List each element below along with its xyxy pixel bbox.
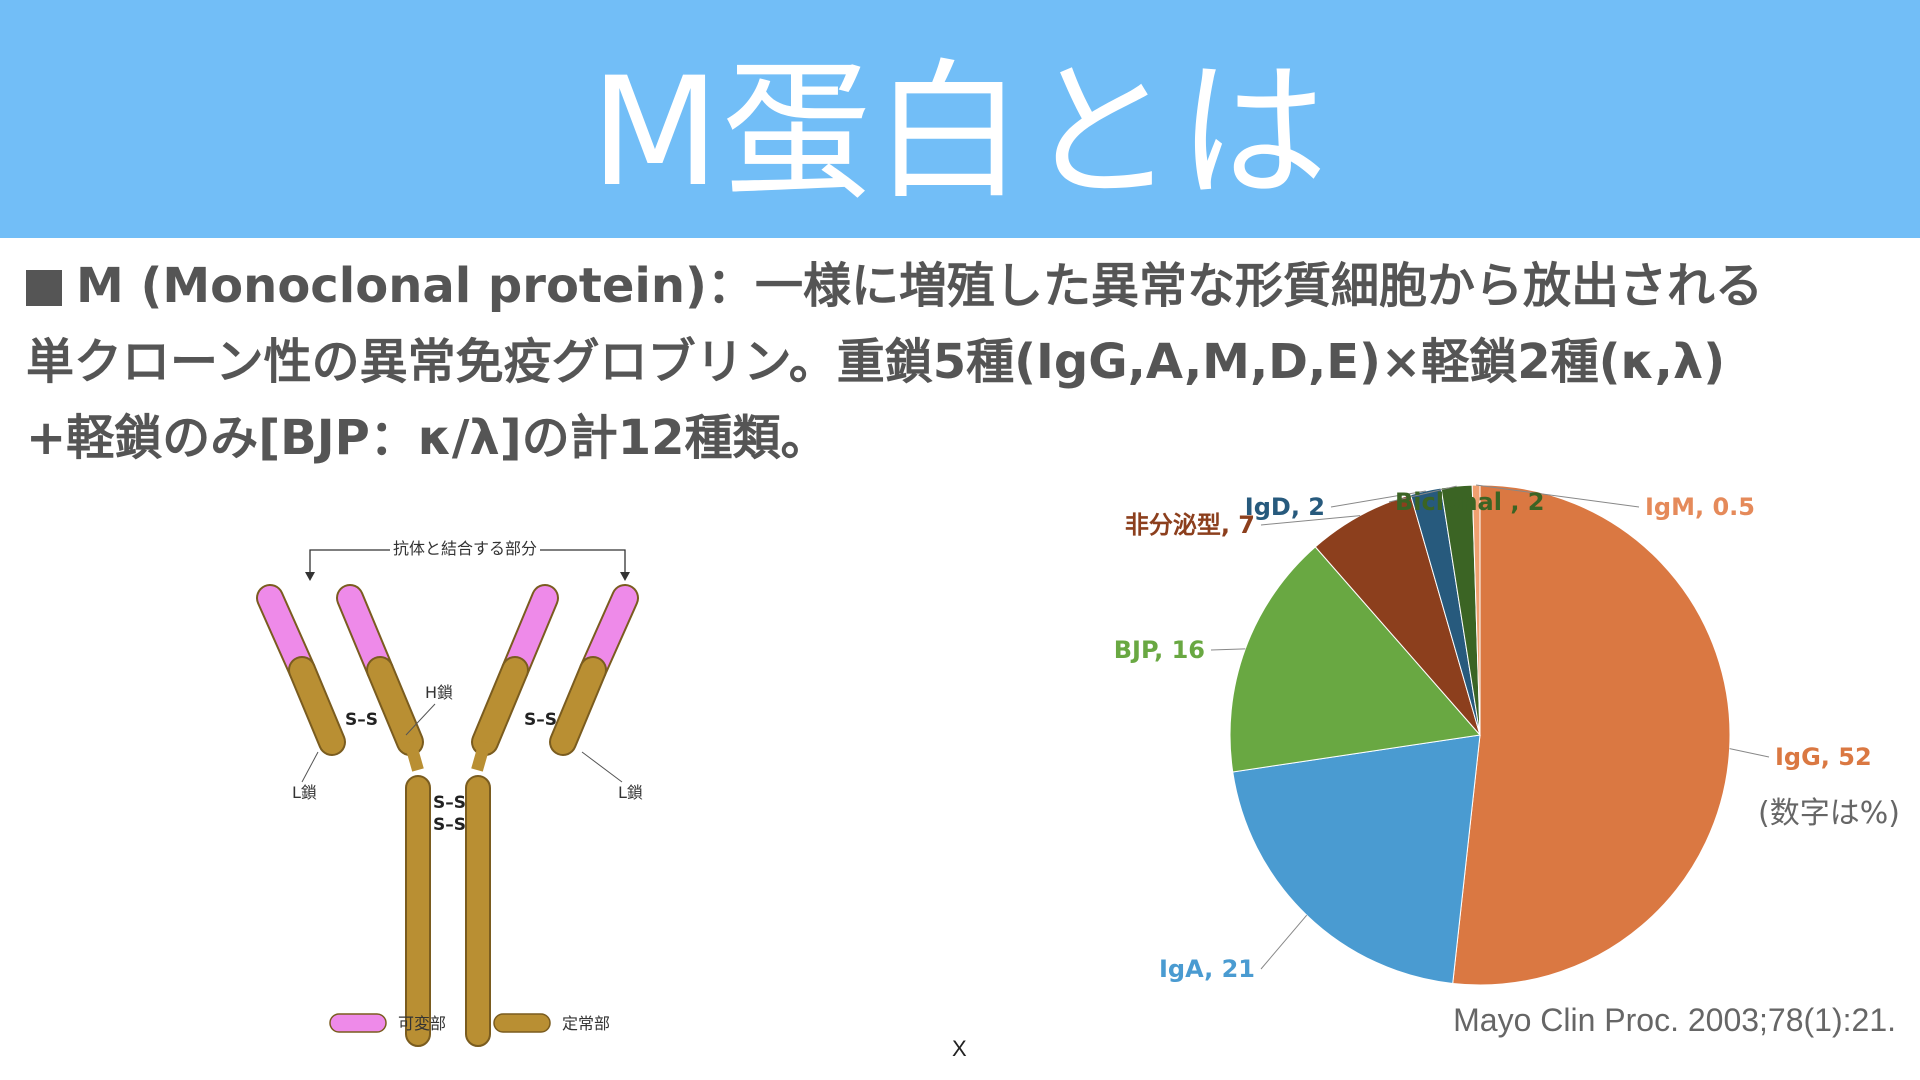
legend-constant-label: 定常部 <box>562 1014 610 1033</box>
disulfide-bond-label: S–S <box>433 793 466 813</box>
page-title: M蛋白とは <box>590 45 1330 220</box>
pie-slice-igm <box>1471 484 1481 736</box>
pie-label-bjp: BJP, 16 <box>1114 636 1205 664</box>
disulfide-bond-label: S–S <box>524 710 557 730</box>
antibody-diagram: 抗体と結合する部分 S–S S–S S–S S–S H鎖 <box>256 539 643 1047</box>
pie-leader-lines <box>1210 484 1770 970</box>
legend-variable-label: 可変部 <box>398 1014 446 1033</box>
pie-label-igm: IgM, 0.5 <box>1645 493 1755 521</box>
arrow-down-icon <box>305 572 315 581</box>
pie-leader-line <box>1330 490 1426 508</box>
pie-slice-igg <box>1452 484 1731 986</box>
pie-slices <box>1229 484 1731 986</box>
title-banner: M蛋白とは <box>0 0 1920 238</box>
footer-mark: X <box>952 1036 967 1061</box>
description: M (Monoclonal protein)：一様に増殖した異常な形質細胞から放… <box>26 248 1906 476</box>
disulfide-bond-label: S–S <box>345 710 378 730</box>
light-chain-right-label: L鎖 <box>618 783 643 802</box>
pie-label-iga: IgA, 21 <box>1159 955 1255 983</box>
pie-leader-line <box>1476 484 1640 508</box>
description-line-1-text: M (Monoclonal protein)：一様に増殖した異常な形質細胞から放… <box>76 258 1763 314</box>
left-heavy-chain <box>336 584 431 1047</box>
legend-variable-swatch <box>329 1013 387 1033</box>
chart-unit-note: (数字は%) <box>1758 796 1900 831</box>
pie-label-非分泌型: 非分泌型, 7 <box>1125 511 1255 539</box>
right-light-chain <box>549 584 639 756</box>
binding-region-label: 抗体と結合する部分 <box>393 539 537 558</box>
pie-slice-bjp <box>1229 546 1481 773</box>
legend-constant-swatch <box>493 1013 551 1033</box>
pie-leader-line <box>1388 485 1457 503</box>
description-line-2: 単クローン性の異常免疫グロブリン。重鎖5種(IgG,A,M,D,E)×軽鎖2種(… <box>26 334 1726 390</box>
right-heavy-chain <box>465 584 559 1047</box>
binding-arrow-right <box>540 549 626 576</box>
pie-label-igd: IgD, 2 <box>1245 493 1325 521</box>
light-chain-left-label: L鎖 <box>292 783 317 802</box>
pie-leader-line <box>1210 648 1246 651</box>
pie-slice-非分泌型 <box>1314 494 1481 736</box>
square-bullet-icon <box>26 270 62 306</box>
disulfide-bond-label: S–S <box>433 815 466 835</box>
binding-arrow-left <box>309 549 390 576</box>
pie-label-biclonal: Biclonal , 2 <box>1395 488 1545 516</box>
left-light-chain <box>256 584 346 756</box>
description-line-3: +軽鎖のみ[BJP：κ/λ]の計12種類。 <box>26 410 829 466</box>
pie-leader-line <box>1260 515 1361 526</box>
pie-leader-line <box>1260 914 1308 970</box>
arrow-down-icon <box>620 572 630 581</box>
pie-slice-iga <box>1232 734 1481 985</box>
description-line-1: M (Monoclonal protein)：一様に増殖した異常な形質細胞から放… <box>26 248 1906 324</box>
citation: Mayo Clin Proc. 2003;78(1):21. <box>1453 1002 1896 1038</box>
pie-label-igg: IgG, 52 <box>1775 743 1872 771</box>
pie-leader-line <box>1729 748 1770 758</box>
heavy-chain-label: H鎖 <box>425 683 453 702</box>
